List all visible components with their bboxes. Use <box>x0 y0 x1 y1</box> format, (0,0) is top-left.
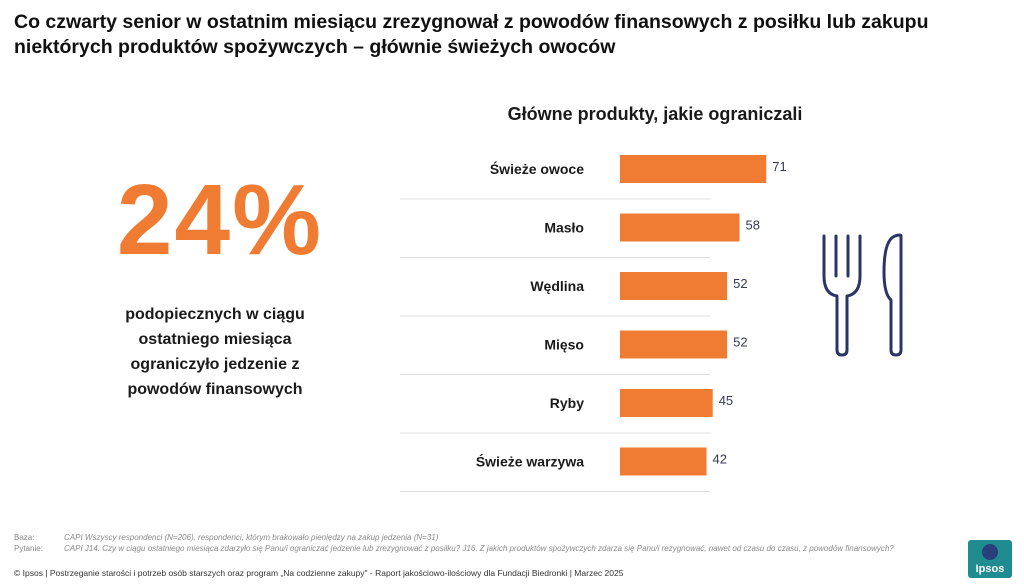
value-label-1: 58 <box>745 218 759 233</box>
footnote-question: Pytanie: CAPI J14. Czy w ciągu ostatniego… <box>14 544 894 553</box>
category-label-0: Świeże owoce <box>490 160 584 177</box>
bar-chart: Świeże owoce 71 Masło 58 Wędlina 52 Mięso 52 Ryb… <box>400 155 787 492</box>
logo-text: Ipsos <box>975 563 1005 575</box>
bar-3 <box>620 330 728 359</box>
fork-icon <box>822 234 862 357</box>
bar-1 <box>620 213 740 242</box>
footer-text: © Ipsos | Postrzeganie starości i potrze… <box>14 568 624 578</box>
ipsos-logo: Ipsos <box>968 540 1012 578</box>
category-label-5: Świeże warzywa <box>476 453 584 470</box>
value-label-3: 52 <box>733 335 747 350</box>
bar-4 <box>620 389 713 417</box>
big-stat-percentage: 24% <box>116 164 324 276</box>
footnote-base: Baza: CAPI Wszyscy respondenci (N=206), r… <box>14 533 439 542</box>
footnotes: Baza: CAPI Wszyscy respondenci (N=206), r… <box>14 532 894 554</box>
fork-knife-icon <box>820 232 912 363</box>
stat-description: podopiecznych w ciągu ostatniego miesiąc… <box>125 306 305 398</box>
chart-title: Główne produkty, jakie ograniczali <box>507 104 803 124</box>
category-label-3: Mięso <box>544 337 584 353</box>
category-label-4: Ryby <box>550 395 584 411</box>
value-label-5: 42 <box>713 452 727 467</box>
category-label-2: Wędlina <box>530 278 584 294</box>
category-label-1: Masło <box>544 220 584 236</box>
value-label-0: 71 <box>772 159 786 174</box>
value-label-2: 52 <box>733 276 747 291</box>
slide-title: Co czwarty senior w ostatnim miesiącu zr… <box>14 11 929 58</box>
value-label-4: 45 <box>719 393 733 408</box>
bar-2 <box>620 272 728 300</box>
bar-5 <box>620 447 707 476</box>
knife-icon <box>882 233 903 357</box>
logo-mark <box>982 544 998 560</box>
bar-0 <box>620 155 767 183</box>
